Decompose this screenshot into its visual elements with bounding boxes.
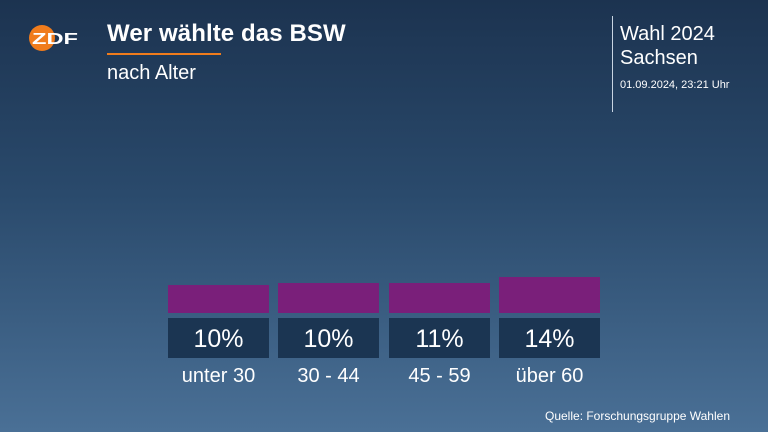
header-divider bbox=[612, 16, 613, 112]
election-name: Wahl 2024 bbox=[620, 23, 715, 45]
category-label: 30 - 44 bbox=[297, 365, 359, 387]
category-label: über 60 bbox=[516, 365, 584, 387]
bar bbox=[499, 277, 600, 313]
value-label: 11% bbox=[415, 325, 463, 353]
value-label-box bbox=[168, 318, 269, 358]
bar bbox=[389, 283, 490, 313]
source-note: Quelle: Forschungsgruppe Wahlen bbox=[545, 409, 730, 423]
logo-text: ZDF bbox=[32, 31, 78, 48]
zdf-logo: ZDF bbox=[29, 25, 78, 51]
bar bbox=[168, 285, 269, 313]
chart-subtitle: nach Alter bbox=[107, 62, 196, 84]
title-underline bbox=[107, 53, 221, 55]
election-info: Wahl 2024 Sachsen bbox=[620, 22, 715, 70]
value-label-box bbox=[499, 318, 600, 358]
timestamp: 01.09.2024, 23:21 Uhr bbox=[620, 79, 730, 91]
value-label: 10% bbox=[193, 325, 243, 353]
value-label-box bbox=[278, 318, 379, 358]
category-label: unter 30 bbox=[182, 365, 255, 387]
value-label: 10% bbox=[303, 325, 353, 353]
chart-title: Wer wählte das BSW bbox=[107, 20, 346, 47]
value-label: 14% bbox=[524, 325, 574, 353]
value-label-box bbox=[389, 318, 490, 358]
bar bbox=[278, 283, 379, 313]
category-label: 45 - 59 bbox=[408, 365, 470, 387]
election-region: Sachsen bbox=[620, 47, 698, 69]
